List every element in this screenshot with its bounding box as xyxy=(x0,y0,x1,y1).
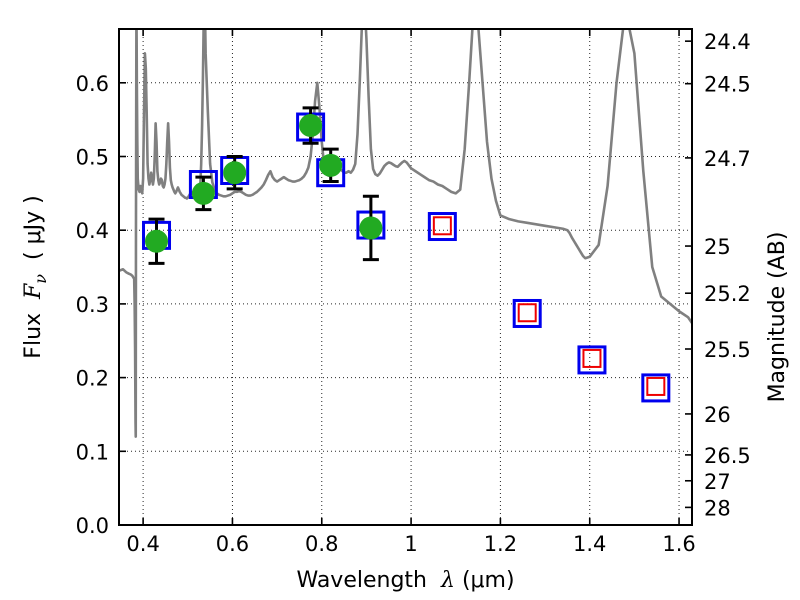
observed-marker-4 xyxy=(319,153,343,177)
x-tick-label-1: 0.6 xyxy=(216,532,249,556)
y-tick-label-4: 0.4 xyxy=(76,219,109,243)
mag-tick-label-7: 26.5 xyxy=(704,444,751,468)
plot-background xyxy=(119,29,692,525)
x-tick-label-3: 1 xyxy=(404,532,417,556)
x-tick-label-0: 0.4 xyxy=(126,532,159,556)
mag-tick-label-2: 24.7 xyxy=(704,147,751,171)
y-tick-label-2: 0.2 xyxy=(76,367,109,391)
mag-tick-label-0: 24.4 xyxy=(704,30,751,54)
right-axis-title: Magnitude (AB) xyxy=(765,232,790,403)
y-tick-label-1: 0.1 xyxy=(76,440,109,464)
x-tick-label-6: 1.6 xyxy=(662,532,695,556)
mag-tick-label-9: 28 xyxy=(704,496,731,520)
y-tick-label-3: 0.3 xyxy=(76,293,109,317)
y-tick-label-0: 0.0 xyxy=(76,514,109,538)
observed-point-5 xyxy=(359,194,383,262)
mag-tick-label-8: 27 xyxy=(704,470,731,494)
y-axis-title: Flux Fν ( μJy ) xyxy=(21,195,50,358)
x-tick-label-5: 1.4 xyxy=(573,532,606,556)
y-tick-label-6: 0.6 xyxy=(76,72,109,96)
synthetic-photometry-square-2 xyxy=(582,348,602,368)
model-spectrum-line xyxy=(119,29,692,438)
mag-tick-label-1: 24.5 xyxy=(704,73,751,97)
observed-marker-3 xyxy=(299,114,323,138)
mag-tick-label-3: 25 xyxy=(704,235,731,259)
observed-marker-1 xyxy=(191,181,215,205)
observed-point-4 xyxy=(319,147,343,184)
model-photometry-square-6 xyxy=(427,212,457,242)
model-photometry-square-8 xyxy=(577,345,607,375)
x-tick-label-2: 0.8 xyxy=(305,532,338,556)
synthetic-photometry-square-0 xyxy=(432,216,452,236)
data-layer xyxy=(119,29,692,438)
mag-tick-label-6: 26 xyxy=(704,403,731,427)
observed-point-1 xyxy=(191,175,215,212)
mag-tick-label-5: 25.5 xyxy=(704,338,751,362)
x-tick-label-4: 1.2 xyxy=(484,532,517,556)
observed-marker-2 xyxy=(223,161,247,185)
axes-frame xyxy=(118,28,693,526)
synthetic-photometry-square-3 xyxy=(646,376,666,396)
observed-point-2 xyxy=(223,155,247,191)
x-axis-title: Wavelength λ (μm) xyxy=(296,568,514,593)
y-tick-label-5: 0.5 xyxy=(76,146,109,170)
synthetic-photometry-square-1 xyxy=(517,303,537,323)
model-photometry-square-7 xyxy=(512,298,542,328)
observed-point-3 xyxy=(299,106,323,145)
observed-marker-0 xyxy=(145,229,169,253)
observed-point-0 xyxy=(145,217,169,265)
model-photometry-square-9 xyxy=(641,373,671,403)
mag-tick-label-4: 25.2 xyxy=(704,282,751,306)
observed-marker-5 xyxy=(359,216,383,240)
